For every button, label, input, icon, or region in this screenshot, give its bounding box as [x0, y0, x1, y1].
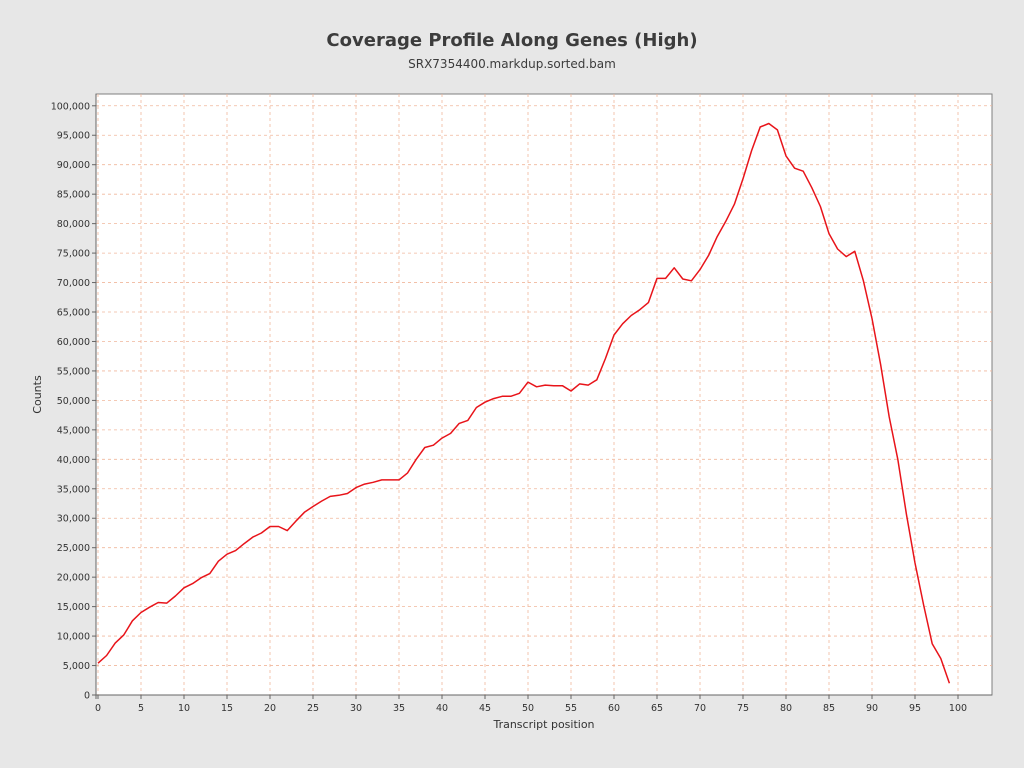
y-tick-label: 15,000	[57, 602, 90, 613]
y-tick-label: 55,000	[57, 366, 90, 377]
x-tick-label: 75	[737, 703, 749, 714]
y-tick-label: 75,000	[57, 249, 90, 260]
axes	[92, 94, 992, 699]
y-tick-label: 85,000	[57, 190, 90, 201]
x-tick-label: 85	[823, 703, 835, 714]
series-line	[97, 122, 951, 684]
y-tick-label: 35,000	[57, 484, 90, 495]
series-group	[97, 122, 951, 684]
x-tick-label: 40	[436, 703, 448, 714]
y-tick-label: 30,000	[57, 514, 90, 525]
x-tick-label: 90	[866, 703, 878, 714]
y-tick-label: 45,000	[57, 425, 90, 436]
x-tick-label: 60	[608, 703, 620, 714]
x-axis-label: Transcript position	[492, 718, 594, 731]
y-tick-label: 10,000	[57, 632, 90, 643]
y-tick-label: 90,000	[57, 160, 90, 171]
y-tick-label: 5,000	[63, 661, 90, 672]
x-tick-label: 70	[694, 703, 706, 714]
y-axis-label: Counts	[31, 375, 44, 414]
x-tick-label: 45	[479, 703, 491, 714]
x-tick-label: 95	[909, 703, 921, 714]
x-tick-label: 35	[393, 703, 405, 714]
y-tick-label: 20,000	[57, 573, 90, 584]
y-tick-label: 70,000	[57, 278, 90, 289]
x-tick-label: 0	[95, 703, 101, 714]
y-tick-label: 95,000	[57, 131, 90, 142]
x-tick-label: 10	[178, 703, 190, 714]
y-tick-label: 100,000	[51, 101, 90, 112]
plot-area	[95, 93, 993, 696]
y-tick-label: 65,000	[57, 308, 90, 319]
x-tick-label: 55	[565, 703, 577, 714]
x-tick-label: 15	[221, 703, 233, 714]
y-tick-label: 0	[84, 691, 90, 702]
x-tick-label: 100	[949, 703, 967, 714]
y-tick-label: 60,000	[57, 337, 90, 348]
x-tick-label: 65	[651, 703, 663, 714]
x-tick-label: 30	[350, 703, 362, 714]
chart-title: Coverage Profile Along Genes (High)	[326, 30, 698, 51]
y-tick-label: 50,000	[57, 396, 90, 407]
x-tick-label: 25	[307, 703, 319, 714]
x-tick-label: 20	[264, 703, 276, 714]
y-tick-label: 40,000	[57, 455, 90, 466]
x-tick-label: 50	[522, 703, 534, 714]
x-tick-label: 80	[780, 703, 792, 714]
y-tick-label: 80,000	[57, 219, 90, 230]
y-tick-label: 25,000	[57, 543, 90, 554]
tick-labels: 0 5,000 10,000 15,000 20,000 25,000 30,000 35,0…	[51, 101, 967, 714]
x-tick-label: 5	[138, 703, 144, 714]
chart-subtitle: SRX7354400.markdup.sorted.bam	[408, 57, 616, 71]
grid-lines	[96, 94, 992, 696]
